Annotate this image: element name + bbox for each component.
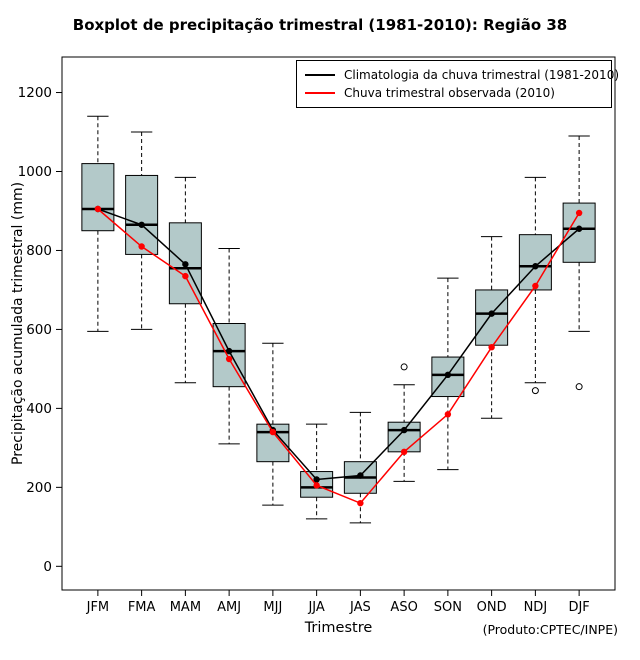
series-point-1 [532,282,539,290]
series-point-1 [313,482,320,489]
iqr-box [81,163,115,232]
series-point-0 [532,263,539,270]
y-tick-label: 600 [26,322,52,338]
series-point-1 [138,243,145,250]
iqr-box [125,174,159,255]
iqr-box [475,289,509,346]
series-point-0 [444,371,452,379]
x-tick-label: MJJ [263,600,282,615]
y-tick-label: 1000 [18,164,52,180]
series-line-0 [97,208,580,481]
series-point-0 [182,261,189,268]
legend-label-observed: Chuva trimestral observada (2010) [344,86,555,100]
series-point-1 [444,411,452,418]
observed-line-swatch [305,92,335,94]
y-tick-label: 1200 [18,85,52,101]
series-point-0 [138,221,145,228]
series-point-1 [488,343,495,351]
outlier-point [531,387,539,395]
x-tick-label: JAS [349,600,371,615]
series-point-1 [269,428,277,436]
y-tick-label: 400 [26,401,52,417]
x-tick-label: MAM [170,600,201,615]
plot-border [61,56,616,591]
series-point-0 [575,225,583,232]
series-point-1 [225,355,233,363]
climatology-line-swatch [305,74,335,76]
series-point-0 [225,347,233,355]
series-point-1 [575,209,583,217]
y-tick-label: 0 [43,559,52,575]
legend-item-observed: Chuva trimestral observada (2010) [305,84,603,102]
y-tick-label: 200 [26,480,52,496]
series-point-1 [182,272,189,280]
series-point-1 [357,499,364,507]
y-axis-label: Precipitação acumulada trimestral (mm) [10,181,26,466]
y-tick-label: 800 [26,243,52,259]
series-point-0 [488,310,495,317]
legend: Climatologia da chuva trimestral (1981-2… [296,60,619,108]
x-tick-label: SON [434,600,462,615]
series-line-1 [97,208,580,505]
legend-label-climatology: Climatologia da chuva trimestral (1981-2… [344,68,620,82]
x-tick-label: JFM [86,600,110,615]
x-tick-label: DJF [568,600,589,615]
series-point-0 [400,426,408,434]
x-tick-label: FMA [128,600,156,615]
x-tick-label: OND [477,600,507,615]
outlier-point [575,383,583,391]
x-tick-label: ASO [390,600,417,615]
x-axis-label: Trimestre [304,620,373,636]
legend-item-climatology: Climatologia da chuva trimestral (1981-2… [305,66,619,84]
source-footnote: (Produto:CPTEC/INPE) [482,622,618,637]
series-point-1 [94,205,102,213]
x-tick-label: JJA [307,600,324,615]
chart-title: Boxplot de precipitação trimestral (1981… [72,16,568,34]
series-point-0 [357,472,364,479]
outlier-point [400,363,408,371]
x-tick-label: NDJ [524,600,548,615]
series-point-0 [313,476,320,483]
series-point-1 [400,448,408,456]
iqr-box [518,234,552,291]
iqr-box [387,421,421,453]
x-tick-label: AMJ [217,600,241,615]
